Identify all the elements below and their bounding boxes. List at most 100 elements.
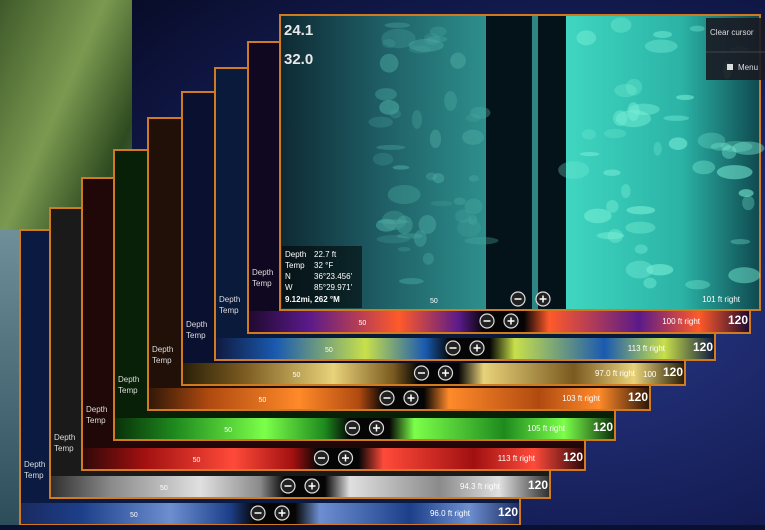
zoom-out-button[interactable] <box>510 291 526 307</box>
sonar-texture <box>468 175 480 182</box>
sonar-texture <box>467 214 478 225</box>
readout-value: 36°23.456' <box>314 272 353 281</box>
sonar-texture <box>396 233 424 239</box>
sonar-texture <box>372 152 394 166</box>
sonar-texture <box>375 218 397 232</box>
center-mark: 50 <box>193 457 201 464</box>
range-label: 97.0 ft right <box>595 369 636 378</box>
sonar-texture <box>610 17 632 33</box>
sonar-texture <box>389 109 402 119</box>
sonar-texture <box>625 260 654 279</box>
center-mark: 50 <box>130 512 138 519</box>
range-label: 94.3 ft right <box>460 482 501 491</box>
sonar-texture <box>692 160 716 175</box>
sonar-texture <box>710 142 732 151</box>
zoom-out-button[interactable] <box>250 505 266 521</box>
zoom-in-button[interactable] <box>503 313 519 329</box>
sonar-strip <box>249 311 749 332</box>
range-label: 96.0 ft right <box>430 509 471 518</box>
readout-value: 85°29.971' <box>314 283 353 292</box>
range-label: 113 ft right <box>628 344 666 353</box>
scale-label: 120 <box>693 340 713 354</box>
depth-digital: 24.1 <box>284 22 313 39</box>
sonar-strip <box>183 363 684 384</box>
readout-box <box>282 246 362 308</box>
center-mark: 50 <box>293 372 301 379</box>
scale-label: 120 <box>728 313 748 327</box>
readout-label: Temp <box>252 279 272 288</box>
center-mark: 50 <box>258 397 266 404</box>
zoom-out-button[interactable] <box>379 390 395 406</box>
sonar-texture <box>381 28 416 49</box>
zoom-out-button[interactable] <box>445 340 461 356</box>
sonar-texture <box>697 132 726 149</box>
distance: 9.12mi, 262 °M <box>285 295 340 304</box>
readout-label: Depth <box>152 345 173 354</box>
zoom-in-button[interactable] <box>337 450 354 466</box>
zoom-in-button[interactable] <box>437 365 454 381</box>
sonar-texture <box>392 165 410 170</box>
readout-label: Temp <box>219 306 239 315</box>
water-column <box>486 16 566 309</box>
sonar-texture <box>408 38 444 52</box>
sonar-texture <box>422 252 434 265</box>
zoom-in-button[interactable] <box>304 478 320 494</box>
sonar-texture <box>728 267 761 284</box>
sonar-texture <box>628 103 660 116</box>
sonar-texture <box>432 173 445 184</box>
range-label: 103 ft right <box>562 394 601 403</box>
zoom-in-button[interactable] <box>274 505 290 521</box>
sonar-texture <box>627 102 640 122</box>
sonar-texture <box>464 198 483 215</box>
sonar-texture <box>685 279 711 290</box>
sonar-texture <box>426 35 448 43</box>
zoom-out-button[interactable] <box>413 365 430 381</box>
readout-label: Depth <box>219 295 240 304</box>
sonar-texture <box>625 221 656 234</box>
sonar-texture <box>457 218 482 238</box>
zoom-in-button[interactable] <box>403 390 419 406</box>
sonar-texture <box>411 110 423 129</box>
scale-label: 120 <box>593 420 613 434</box>
zoom-in-button[interactable] <box>368 420 385 436</box>
sonar-texture <box>663 115 690 121</box>
sonar-strip <box>149 388 649 409</box>
sonar-texture <box>379 100 400 115</box>
scale-label: 120 <box>628 390 648 404</box>
sonar-texture <box>742 195 755 211</box>
sonar-texture <box>626 206 656 215</box>
readout-label: Temp <box>186 331 206 340</box>
zoom-out-button[interactable] <box>313 450 330 466</box>
readout-label: Depth <box>252 268 273 277</box>
sonar-texture <box>396 215 413 235</box>
zoom-in-button[interactable] <box>535 291 551 307</box>
range-label: 101 ft right <box>702 295 741 304</box>
sonar-texture <box>576 30 597 46</box>
clear-cursor-item[interactable]: Clear cursor <box>710 28 754 37</box>
readout-label: Temp <box>54 444 74 453</box>
zoom-out-button[interactable] <box>479 313 495 329</box>
zoom-in-button[interactable] <box>469 340 485 356</box>
sonar-texture <box>453 197 466 206</box>
readout-label: N <box>285 272 291 281</box>
readout-label: Temp <box>152 356 172 365</box>
center-mark: 50 <box>224 427 232 434</box>
sonar-texture <box>381 210 407 231</box>
menu-item[interactable]: Menu <box>738 63 758 72</box>
sonar-texture <box>584 208 612 224</box>
sonar-strip <box>216 338 714 359</box>
sonar-texture <box>413 230 427 247</box>
readout-label: Depth <box>86 405 107 414</box>
sonar-texture <box>603 169 621 176</box>
zoom-out-button[interactable] <box>344 420 361 436</box>
readout-label: Depth <box>24 460 45 469</box>
zoom-out-button[interactable] <box>280 478 296 494</box>
sonar-texture <box>730 239 751 245</box>
sonar-texture <box>603 128 627 139</box>
sonar-texture <box>620 184 631 199</box>
center-mark: 50 <box>358 320 366 327</box>
sonar-texture <box>732 141 765 155</box>
sonar-texture <box>399 278 424 285</box>
range-label: 105 ft right <box>527 424 566 433</box>
sonar-texture <box>720 140 753 153</box>
